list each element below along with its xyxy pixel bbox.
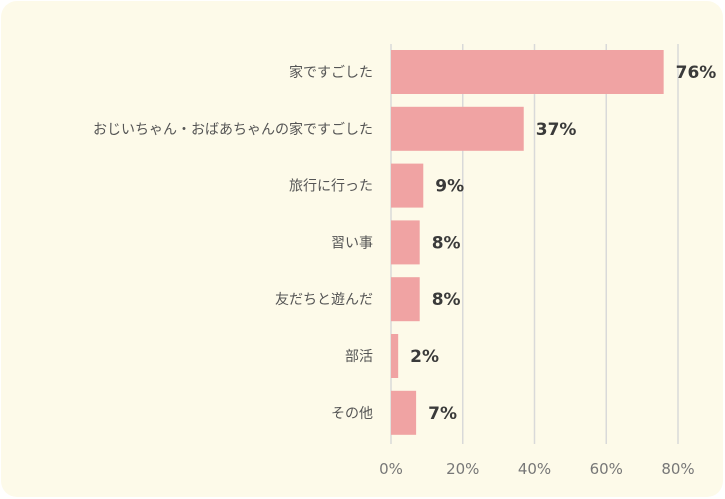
x-tick-label: 40% — [518, 460, 551, 478]
category-label: 友だちと遊んだ — [275, 292, 373, 308]
category-label: 部活 — [345, 349, 373, 365]
category-labels: 家ですごしたおじいちゃん・おばあちゃんの家ですごした旅行に行った習い事友だちと遊… — [93, 64, 373, 422]
x-tick-label: 80% — [661, 460, 694, 478]
category-label: 習い事 — [331, 235, 373, 251]
value-label: 8% — [432, 233, 461, 253]
value-label: 2% — [410, 347, 439, 367]
value-label: 76% — [676, 63, 717, 83]
value-label: 37% — [536, 120, 577, 140]
bar — [391, 50, 664, 94]
bar — [391, 390, 417, 435]
x-tick-label: 0% — [379, 460, 403, 478]
bar — [391, 220, 420, 265]
value-labels: 76% 37% 9% 8% 8% 2% 7% — [410, 63, 716, 424]
bar — [391, 334, 399, 378]
x-tick-labels: 0% 20% 40% 60% 80% — [379, 460, 695, 478]
value-label: 9% — [435, 177, 464, 197]
value-label: 7% — [428, 404, 457, 424]
bar — [391, 106, 524, 151]
category-label: 旅行に行った — [289, 179, 373, 195]
x-tick-label: 60% — [590, 460, 623, 478]
category-label: その他 — [331, 406, 373, 422]
x-tick-label: 20% — [446, 460, 479, 478]
bars — [391, 50, 664, 435]
value-label: 8% — [432, 290, 461, 310]
category-label: おじいちゃん・おばあちゃんの家ですごした — [93, 121, 373, 138]
category-label: 家ですごした — [289, 64, 373, 81]
bar — [391, 163, 424, 208]
bar — [391, 277, 420, 322]
